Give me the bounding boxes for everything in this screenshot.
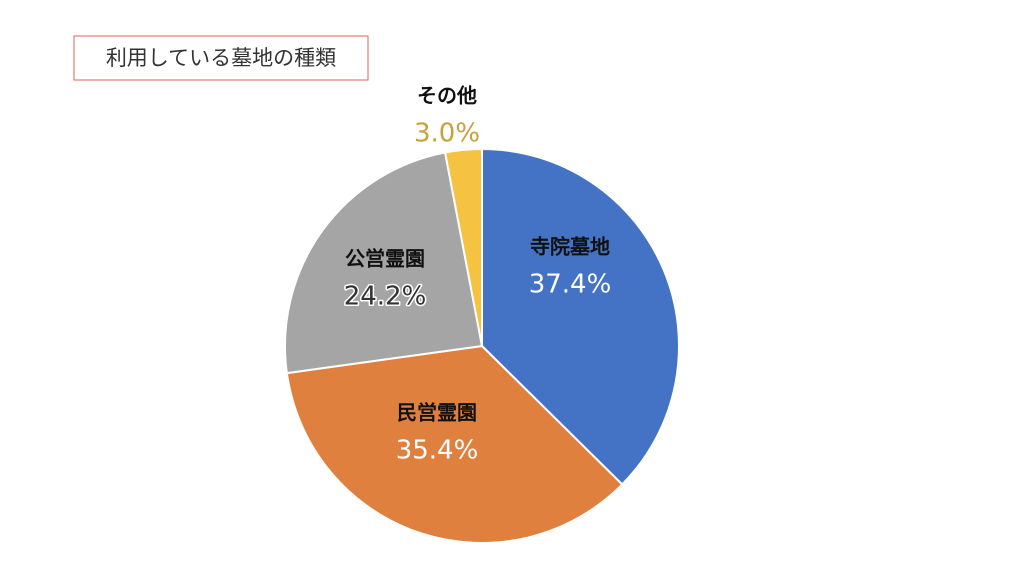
slice-value-label: 35.4% bbox=[396, 436, 479, 466]
slice-category-label: 民営霊園 bbox=[397, 401, 477, 425]
slice-value-label: 3.0% bbox=[414, 119, 480, 149]
slice-value-label: 37.4% bbox=[529, 270, 612, 300]
title-box bbox=[73, 35, 369, 81]
chart-title: 利用している墓地の種類 bbox=[106, 46, 336, 70]
slice-category-label: 寺院墓地 bbox=[530, 235, 610, 259]
slice-value-label: 24.2% bbox=[344, 282, 427, 312]
slice-category-label: その他 bbox=[417, 84, 477, 108]
pie-slice bbox=[481, 147, 680, 486]
pie-slice bbox=[285, 344, 624, 544]
pie-slice bbox=[284, 151, 484, 375]
slice-category-label: 公営霊園 bbox=[345, 247, 425, 271]
pie-slice bbox=[443, 147, 483, 347]
